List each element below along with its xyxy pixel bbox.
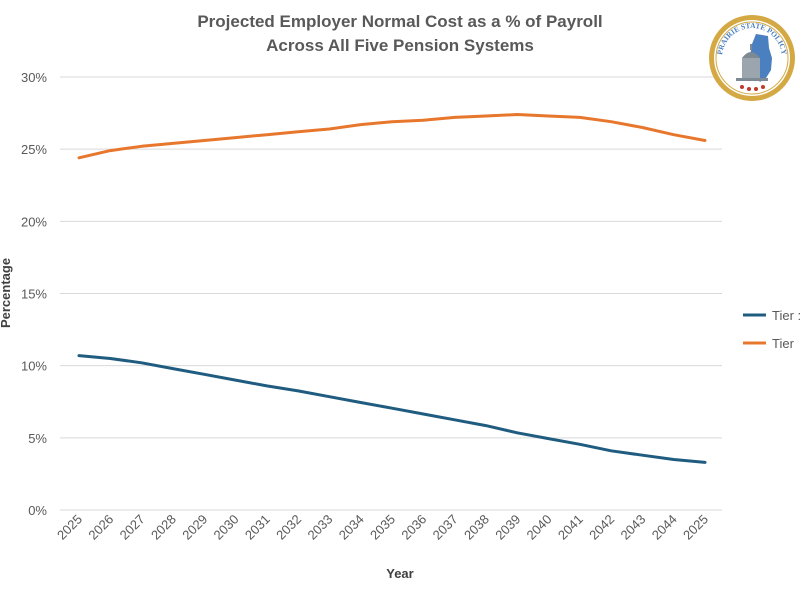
x-tick-label: 2034 bbox=[336, 512, 367, 543]
gridlines bbox=[60, 76, 722, 511]
x-tick-label: 2044 bbox=[649, 512, 680, 543]
x-tick-label: 2035 bbox=[367, 512, 398, 543]
series-lines bbox=[77, 113, 707, 464]
chart-title-line-1: Projected Employer Normal Cost as a % of… bbox=[197, 12, 603, 31]
y-axis-label: Percentage bbox=[0, 258, 13, 328]
x-tick-label: 2042 bbox=[586, 512, 617, 543]
x-tick-label: 2036 bbox=[398, 512, 429, 543]
x-tick-label: 2030 bbox=[211, 512, 242, 543]
y-axis-ticks: 0% 5% 10% 15% 20% 25% 30% bbox=[21, 70, 47, 518]
x-axis-label: Year bbox=[386, 566, 413, 581]
x-tick-label: 2033 bbox=[304, 512, 335, 543]
x-tick-label: 2037 bbox=[430, 512, 461, 543]
chart-title-line-2: Across All Five Pension Systems bbox=[266, 36, 534, 55]
x-tick-label: 2038 bbox=[461, 512, 492, 543]
x-tick-label: 2029 bbox=[179, 512, 210, 543]
prairie-state-policy-seal-logo: PRAIRIE STATE POLICY bbox=[709, 15, 795, 101]
x-tick-label: 2028 bbox=[148, 512, 179, 543]
y-tick-label: 0% bbox=[28, 503, 47, 518]
y-tick-label: 10% bbox=[21, 359, 47, 374]
x-tick-label: 2031 bbox=[242, 512, 273, 543]
legend: Tier : Tier bbox=[743, 308, 800, 351]
x-tick-label: 2027 bbox=[117, 512, 148, 543]
x-tick-label: 2026 bbox=[85, 512, 116, 543]
x-axis-ticks: 2025 2026 2027 2028 2029 2030 2031 2032 2033 2034… bbox=[54, 512, 711, 543]
y-tick-label: 15% bbox=[21, 287, 47, 302]
series-line-1 bbox=[77, 354, 707, 464]
x-tick-label: 2040 bbox=[524, 512, 555, 543]
legend-label: Tier : bbox=[772, 308, 800, 323]
y-tick-label: 25% bbox=[21, 142, 47, 157]
series-line-2 bbox=[77, 113, 707, 160]
x-tick-label: 2032 bbox=[273, 512, 304, 543]
y-tick-label: 5% bbox=[28, 431, 47, 446]
x-tick-label: 2039 bbox=[492, 512, 523, 543]
legend-label: Tier bbox=[772, 336, 795, 351]
x-tick-label: 2043 bbox=[617, 512, 648, 543]
x-tick-label: 2025 bbox=[680, 512, 711, 543]
y-tick-label: 30% bbox=[21, 70, 47, 85]
x-tick-label: 2025 bbox=[54, 512, 85, 543]
y-tick-label: 20% bbox=[21, 214, 47, 229]
x-tick-label: 2041 bbox=[555, 512, 586, 543]
